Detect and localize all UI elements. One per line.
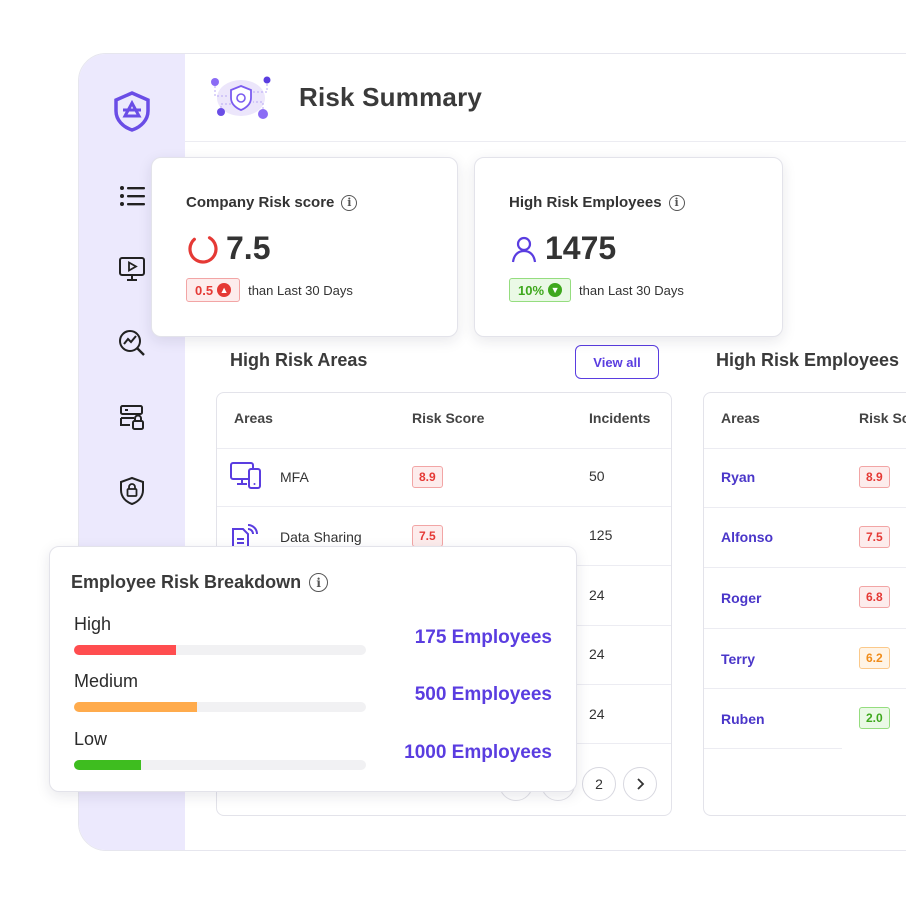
list-icon[interactable] — [117, 181, 147, 211]
card-title-text: Company Risk score — [186, 194, 335, 211]
risk-level-bar — [74, 760, 366, 770]
score-number: 7.5 — [226, 230, 271, 266]
page-header: Risk Summary — [185, 54, 906, 142]
incidents-count: 50 — [589, 468, 605, 484]
employee-name[interactable]: Roger — [721, 590, 762, 606]
document-share-icon — [229, 521, 261, 558]
delta-badge: 10% ▼ — [509, 278, 572, 302]
card-title-text: High Risk Employees — [509, 194, 662, 211]
risk-score-badge: 6.8 — [859, 586, 890, 608]
column-header: Incidents — [589, 410, 651, 426]
video-icon[interactable] — [117, 254, 147, 284]
employees-number: 1475 — [545, 230, 617, 266]
column-header: Areas — [721, 410, 760, 426]
shield-lock-icon[interactable] — [117, 476, 147, 506]
area-name: Data Sharing — [280, 529, 362, 545]
incidents-count: 24 — [589, 706, 605, 722]
divider — [217, 448, 671, 449]
risk-level-fill — [74, 645, 177, 655]
info-icon[interactable]: i — [341, 194, 358, 211]
high-risk-employees-table: Areas Risk Sc Ryan 8.9 Alfonso 7.5 Roger… — [703, 392, 906, 816]
column-header: Areas — [234, 410, 273, 426]
divider — [704, 567, 906, 568]
pagination-page-button[interactable]: 2 — [582, 767, 616, 801]
divider — [704, 748, 842, 749]
divider — [704, 628, 906, 629]
risk-score-badge: 8.9 — [859, 466, 890, 488]
risk-level-fill — [74, 760, 142, 770]
incidents-count: 24 — [589, 646, 605, 662]
high-risk-employees-card: High Risk Employees i 1475 10% ▼ than La… — [474, 157, 783, 337]
risk-score-badge: 7.5 — [412, 525, 443, 547]
employee-count: 500 Employees — [414, 684, 552, 705]
view-all-button[interactable]: View all — [575, 345, 659, 379]
risk-score-value: 7.5 — [186, 230, 270, 267]
area-name: MFA — [280, 469, 309, 485]
employee-count: 1000 Employees — [404, 742, 552, 763]
divider — [704, 688, 906, 689]
column-header: Risk Sc — [859, 410, 906, 426]
storage-lock-icon[interactable] — [117, 402, 147, 432]
chevron-right-icon — [637, 778, 645, 790]
card-title-text: Employee Risk Breakdown — [71, 572, 302, 592]
company-risk-card: Company Risk score i 7.5 0.5 ▲ than Last… — [151, 157, 458, 337]
divider — [217, 506, 671, 507]
delta-value: 0.5 — [195, 282, 214, 298]
employee-name[interactable]: Ruben — [721, 711, 765, 727]
risk-level-label: Low — [74, 729, 108, 749]
compare-text: than Last 30 Days — [248, 282, 353, 298]
employees-value: 1475 — [509, 230, 616, 267]
column-header: Risk Score — [412, 410, 485, 426]
arrow-down-icon: ▼ — [548, 283, 563, 297]
risk-level-bar — [74, 702, 366, 712]
divider — [704, 448, 906, 449]
employee-name[interactable]: Ryan — [721, 469, 756, 485]
pagination-next-button[interactable] — [623, 767, 657, 801]
employee-risk-breakdown-card: Employee Risk Breakdown i High 175 Emplo… — [49, 546, 577, 792]
card-title: High Risk Employees i — [509, 194, 685, 211]
card-title: Company Risk score i — [186, 194, 358, 211]
info-icon[interactable]: i — [668, 194, 685, 211]
risk-score-badge: 8.9 — [412, 466, 443, 488]
high-risk-areas-title: High Risk Areas — [230, 350, 368, 370]
risk-level-fill — [74, 702, 197, 712]
delta-badge: 0.5 ▲ — [186, 278, 241, 302]
incidents-count: 24 — [589, 587, 605, 603]
compare-text: than Last 30 Days — [579, 282, 684, 298]
delta-row: 0.5 ▲ than Last 30 Days — [186, 278, 353, 302]
page-title: Risk Summary — [299, 82, 483, 112]
analytics-icon[interactable] — [117, 328, 147, 358]
security-illustration-icon — [209, 72, 273, 127]
employee-count: 175 Employees — [414, 627, 552, 648]
info-icon[interactable]: i — [309, 573, 329, 592]
risk-level-bar — [74, 645, 366, 655]
card-title: Employee Risk Breakdown i — [71, 572, 329, 593]
incidents-count: 125 — [589, 527, 613, 543]
risk-score-badge: 2.0 — [859, 707, 890, 729]
divider — [704, 507, 906, 508]
logo-icon[interactable] — [111, 90, 153, 132]
delta-value: 10% — [518, 282, 545, 298]
risk-level-label: High — [74, 614, 112, 634]
risk-score-badge: 7.5 — [859, 526, 890, 548]
employee-name[interactable]: Terry — [721, 651, 755, 667]
employee-name[interactable]: Alfonso — [721, 529, 774, 545]
user-icon — [511, 236, 537, 262]
risk-gauge-icon — [188, 233, 218, 264]
risk-level-label: Medium — [74, 671, 139, 691]
risk-score-badge: 6.2 — [859, 647, 890, 669]
devices-icon — [229, 461, 263, 496]
high-risk-employees-title: High Risk Employees — [716, 350, 900, 370]
delta-row: 10% ▼ than Last 30 Days — [509, 278, 684, 302]
arrow-up-icon: ▲ — [217, 283, 232, 297]
